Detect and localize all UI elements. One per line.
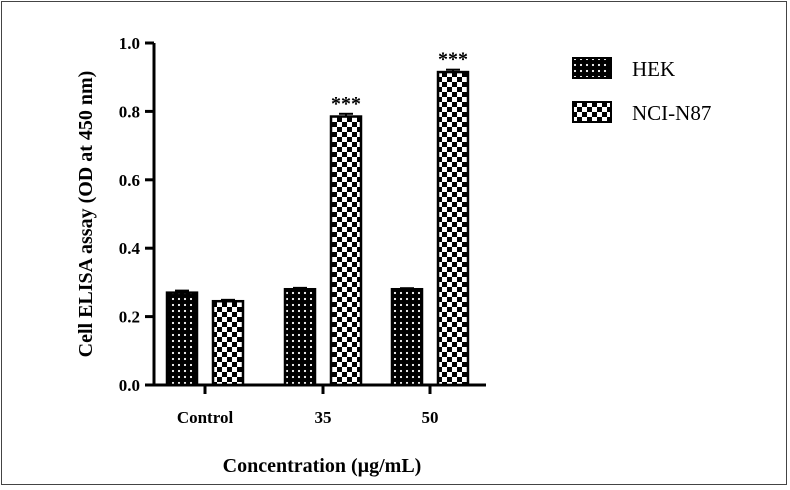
bar-nci-n87 — [329, 115, 363, 387]
legend-label: HEK — [632, 57, 675, 81]
bar-hek — [390, 287, 424, 387]
axes: 0.0 0.2 0.4 0.6 0.8 1.0 Control 35 50 — [119, 34, 486, 427]
y-axis-title: Cell ELISA assay (OD at 450 nm) — [75, 71, 97, 358]
bar-nci-n87 — [211, 299, 245, 387]
bar-hek — [283, 287, 317, 387]
y-tick-label: 0.6 — [119, 171, 140, 190]
y-tick-label: 1.0 — [119, 34, 140, 53]
bar-nci-n87 — [436, 70, 470, 387]
x-tick-label: 35 — [315, 408, 332, 427]
legend-swatch-hek — [572, 57, 612, 79]
significance-label: *** — [331, 93, 361, 115]
bars-group: *** *** — [165, 49, 470, 387]
legend-swatch-nci-n87 — [572, 101, 612, 123]
legend: HEK NCI-N87 — [572, 57, 711, 125]
x-tick-label: Control — [177, 408, 234, 427]
y-tick-label: 0.8 — [119, 102, 140, 121]
significance-label: *** — [438, 49, 468, 71]
y-tick-label: 0.0 — [119, 376, 140, 395]
legend-label: NCI-N87 — [632, 101, 711, 125]
y-tick-label: 0.2 — [119, 308, 140, 327]
x-axis-title: Concentration (µg/mL) — [223, 455, 422, 477]
x-tick-label: 50 — [422, 408, 439, 427]
y-tick-label: 0.4 — [119, 239, 141, 258]
bar-hek — [165, 291, 199, 387]
